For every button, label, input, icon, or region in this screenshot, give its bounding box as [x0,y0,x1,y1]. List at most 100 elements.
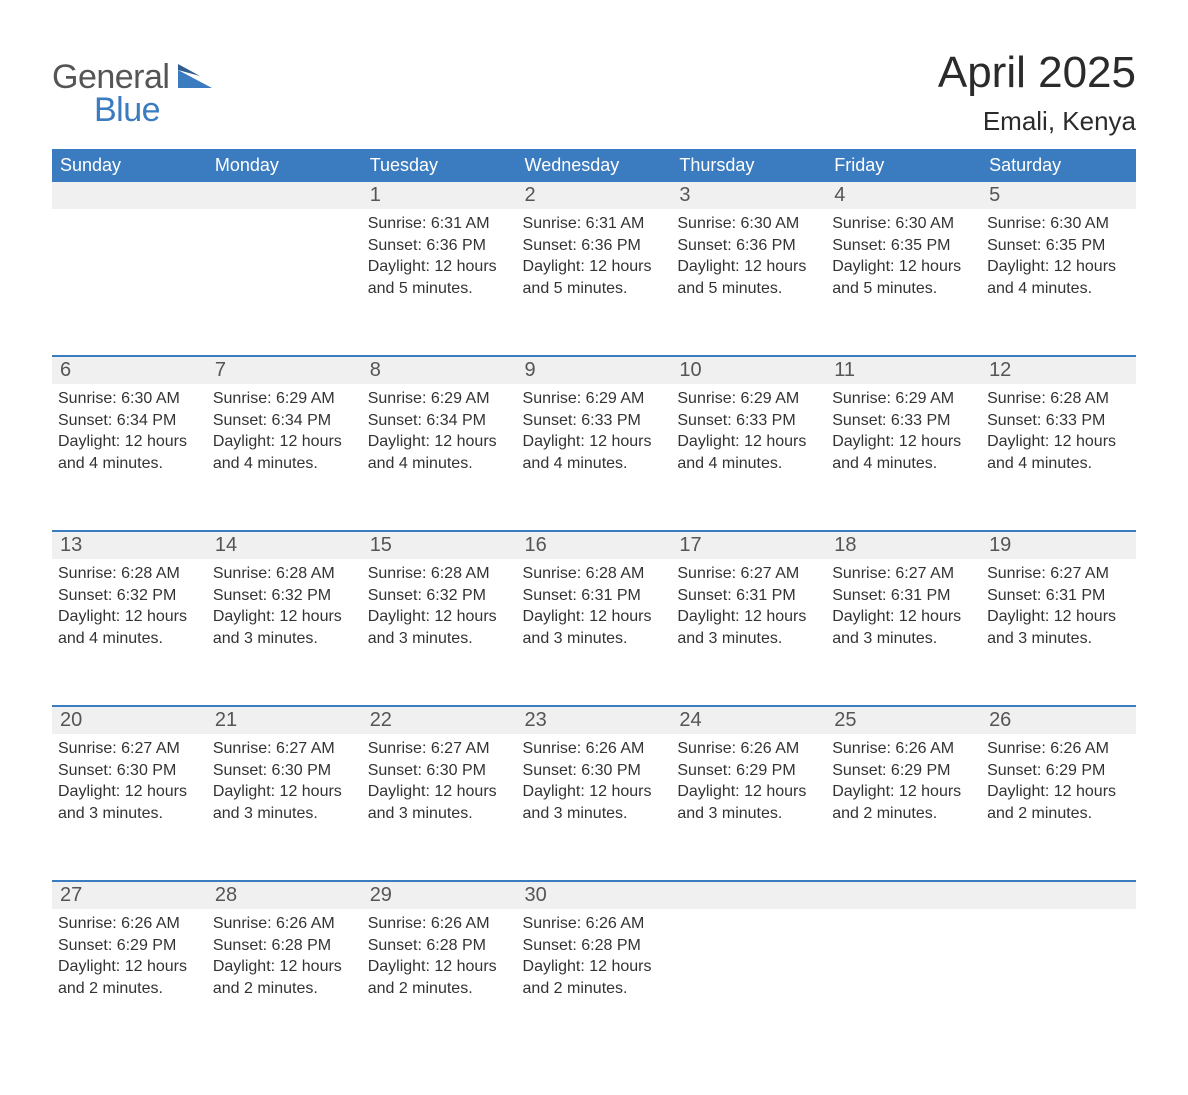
day-number-cell: 16 [517,531,672,559]
day-number-cell: 26 [981,706,1136,734]
day-number-cell: 15 [362,531,517,559]
sunset-line: Sunset: 6:28 PM [523,935,666,957]
daylight-line: Daylight: 12 hours and 4 minutes. [987,431,1130,474]
sunrise-line: Sunrise: 6:27 AM [368,738,511,760]
sunset-line: Sunset: 6:34 PM [368,410,511,432]
location: Emali, Kenya [938,106,1136,137]
daylight-line: Daylight: 12 hours and 3 minutes. [58,781,201,824]
sunset-line: Sunset: 6:32 PM [213,585,356,607]
day-content-cell: Sunrise: 6:28 AMSunset: 6:31 PMDaylight:… [517,559,672,706]
logo: General Blue [52,48,212,130]
day-number-cell: 14 [207,531,362,559]
sunrise-line: Sunrise: 6:28 AM [987,388,1130,410]
daynum-row: 27282930 [52,881,1136,909]
month-title: April 2025 [938,48,1136,98]
sunset-line: Sunset: 6:31 PM [523,585,666,607]
sunset-line: Sunset: 6:31 PM [677,585,820,607]
sunrise-line: Sunrise: 6:27 AM [213,738,356,760]
sunset-line: Sunset: 6:29 PM [58,935,201,957]
day-number-cell [207,182,362,209]
daylight-line: Daylight: 12 hours and 2 minutes. [832,781,975,824]
daylight-line: Daylight: 12 hours and 2 minutes. [58,956,201,999]
sunset-line: Sunset: 6:36 PM [523,235,666,257]
day-number-cell [981,881,1136,909]
day-number-cell [671,881,826,909]
sunrise-line: Sunrise: 6:27 AM [987,563,1130,585]
sunset-line: Sunset: 6:33 PM [987,410,1130,432]
daylight-line: Daylight: 12 hours and 3 minutes. [368,606,511,649]
daylight-line: Daylight: 12 hours and 3 minutes. [213,606,356,649]
sunrise-line: Sunrise: 6:27 AM [58,738,201,760]
daynum-row: 6789101112 [52,356,1136,384]
sunset-line: Sunset: 6:28 PM [368,935,511,957]
col-thursday: Thursday [671,149,826,182]
sunset-line: Sunset: 6:34 PM [213,410,356,432]
sunset-line: Sunset: 6:31 PM [987,585,1130,607]
content-row: Sunrise: 6:26 AMSunset: 6:29 PMDaylight:… [52,909,1136,1055]
daynum-row: 12345 [52,182,1136,209]
daylight-line: Daylight: 12 hours and 4 minutes. [368,431,511,474]
daylight-line: Daylight: 12 hours and 4 minutes. [987,256,1130,299]
day-number-cell: 29 [362,881,517,909]
sunset-line: Sunset: 6:33 PM [832,410,975,432]
sunrise-line: Sunrise: 6:26 AM [677,738,820,760]
calendar-table: Sunday Monday Tuesday Wednesday Thursday… [52,149,1136,1055]
day-content-cell: Sunrise: 6:29 AMSunset: 6:33 PMDaylight:… [671,384,826,531]
daylight-line: Daylight: 12 hours and 3 minutes. [987,606,1130,649]
weekday-header-row: Sunday Monday Tuesday Wednesday Thursday… [52,149,1136,182]
sunrise-line: Sunrise: 6:30 AM [58,388,201,410]
sunrise-line: Sunrise: 6:28 AM [213,563,356,585]
day-number-cell: 21 [207,706,362,734]
sunset-line: Sunset: 6:30 PM [58,760,201,782]
sunset-line: Sunset: 6:35 PM [987,235,1130,257]
day-number-cell: 19 [981,531,1136,559]
day-content-cell: Sunrise: 6:29 AMSunset: 6:33 PMDaylight:… [826,384,981,531]
day-content-cell: Sunrise: 6:27 AMSunset: 6:30 PMDaylight:… [362,734,517,881]
day-number-cell: 17 [671,531,826,559]
day-number-cell: 3 [671,182,826,209]
daylight-line: Daylight: 12 hours and 5 minutes. [677,256,820,299]
day-content-cell: Sunrise: 6:26 AMSunset: 6:29 PMDaylight:… [826,734,981,881]
daylight-line: Daylight: 12 hours and 2 minutes. [368,956,511,999]
sunrise-line: Sunrise: 6:28 AM [58,563,201,585]
day-content-cell: Sunrise: 6:29 AMSunset: 6:34 PMDaylight:… [362,384,517,531]
day-content-cell [52,209,207,356]
day-number-cell: 20 [52,706,207,734]
sunrise-line: Sunrise: 6:26 AM [213,913,356,935]
day-content-cell: Sunrise: 6:26 AMSunset: 6:29 PMDaylight:… [981,734,1136,881]
day-number-cell: 6 [52,356,207,384]
day-number-cell: 1 [362,182,517,209]
day-number-cell: 9 [517,356,672,384]
sunset-line: Sunset: 6:28 PM [213,935,356,957]
col-wednesday: Wednesday [517,149,672,182]
sunrise-line: Sunrise: 6:26 AM [368,913,511,935]
day-number-cell: 8 [362,356,517,384]
day-content-cell [207,209,362,356]
sunset-line: Sunset: 6:34 PM [58,410,201,432]
daylight-line: Daylight: 12 hours and 4 minutes. [677,431,820,474]
sunrise-line: Sunrise: 6:26 AM [58,913,201,935]
header: General Blue April 2025 Emali, Kenya [52,48,1136,137]
day-content-cell: Sunrise: 6:26 AMSunset: 6:28 PMDaylight:… [362,909,517,1055]
day-number-cell: 10 [671,356,826,384]
day-number-cell: 7 [207,356,362,384]
day-content-cell: Sunrise: 6:27 AMSunset: 6:31 PMDaylight:… [671,559,826,706]
day-content-cell: Sunrise: 6:31 AMSunset: 6:36 PMDaylight:… [362,209,517,356]
col-monday: Monday [207,149,362,182]
sunrise-line: Sunrise: 6:30 AM [987,213,1130,235]
day-number-cell: 24 [671,706,826,734]
day-content-cell: Sunrise: 6:28 AMSunset: 6:32 PMDaylight:… [207,559,362,706]
day-content-cell: Sunrise: 6:29 AMSunset: 6:34 PMDaylight:… [207,384,362,531]
sunrise-line: Sunrise: 6:30 AM [677,213,820,235]
day-number-cell: 5 [981,182,1136,209]
daylight-line: Daylight: 12 hours and 3 minutes. [677,606,820,649]
sunset-line: Sunset: 6:31 PM [832,585,975,607]
logo-text-blue: Blue [52,91,212,130]
col-sunday: Sunday [52,149,207,182]
sunrise-line: Sunrise: 6:30 AM [832,213,975,235]
day-number-cell: 23 [517,706,672,734]
day-content-cell [981,909,1136,1055]
day-number-cell: 2 [517,182,672,209]
day-content-cell: Sunrise: 6:27 AMSunset: 6:31 PMDaylight:… [826,559,981,706]
day-number-cell: 30 [517,881,672,909]
